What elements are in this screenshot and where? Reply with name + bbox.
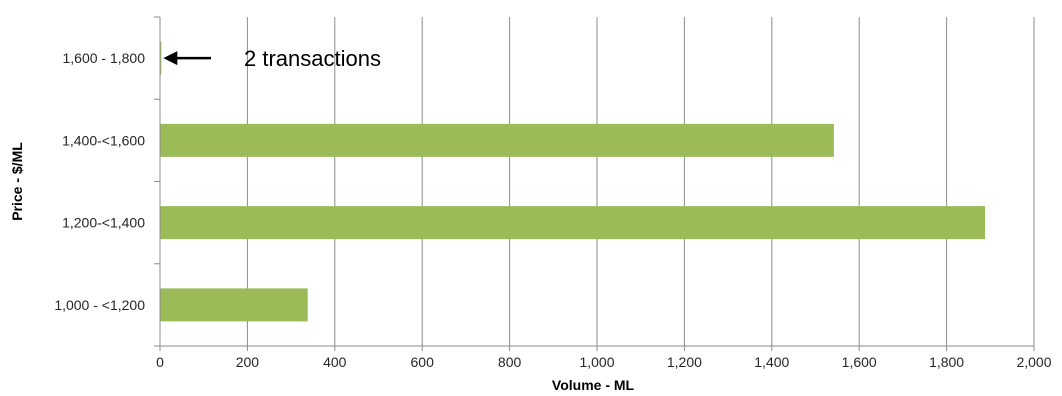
- bar: [160, 288, 308, 321]
- x-tick-label: 600: [411, 354, 435, 370]
- x-tick-label: 200: [236, 354, 260, 370]
- bars: [160, 42, 985, 322]
- x-tick-label: 1,400: [754, 354, 789, 370]
- annotation: 2 transactions: [163, 46, 381, 71]
- annotation-arrow-head: [163, 51, 177, 65]
- y-tick-label: 1,600 - 1,800: [62, 50, 145, 66]
- y-tick-label: 1,400-<1,600: [62, 132, 145, 148]
- x-tick-label: 400: [323, 354, 347, 370]
- x-tick-label: 1,800: [929, 354, 964, 370]
- y-axis-title: Price - $/ML: [9, 142, 25, 221]
- x-tick-label: 800: [498, 354, 522, 370]
- y-tick-label: 1,000 - <1,200: [54, 297, 145, 313]
- x-tick-label: 1,000: [579, 354, 614, 370]
- x-tick-label: 1,600: [842, 354, 877, 370]
- y-tick-label: 1,200-<1,400: [62, 215, 145, 231]
- x-tick-label: 1,200: [667, 354, 702, 370]
- annotation-text: 2 transactions: [244, 46, 381, 71]
- x-tick-label: 2,000: [1016, 354, 1051, 370]
- y-axis-ticks: 1,000 - <1,200 1,200-<1,400 1,400-<1,600 1,…: [54, 17, 160, 346]
- x-axis-title: Volume - ML: [552, 377, 635, 393]
- x-axis-ticks: 0 200 400 600 800 1,000 1,200 1,400 1,600 1,800 2,…: [156, 346, 1052, 370]
- x-tick-label: 0: [156, 354, 164, 370]
- bar: [160, 124, 834, 157]
- bar: [160, 206, 985, 239]
